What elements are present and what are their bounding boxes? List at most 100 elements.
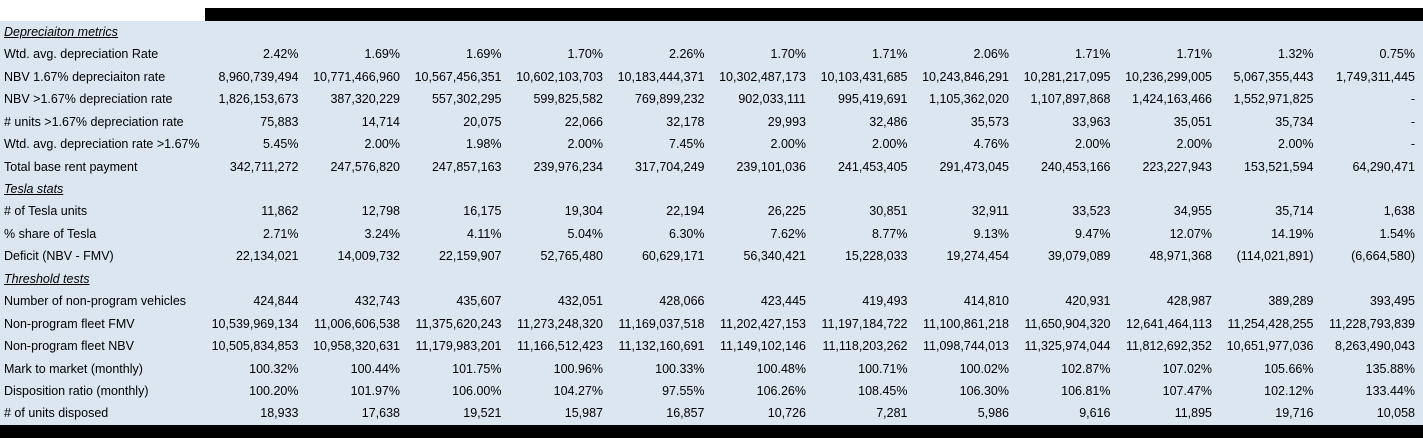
cell-value[interactable]: 4.76%	[973, 137, 1009, 152]
cell-value[interactable]: 20,075	[463, 114, 502, 129]
cell-value[interactable]: 39,079,089	[1047, 249, 1111, 264]
cell-value[interactable]: 239,976,234	[533, 159, 603, 174]
cell-value[interactable]: 56,340,421	[743, 249, 806, 264]
cell-value[interactable]: 11,812,692,352	[1126, 339, 1212, 354]
cell-value[interactable]: 11,179,983,201	[415, 339, 502, 354]
row-label[interactable]: Non-program fleet NBV	[4, 339, 134, 354]
cell-value[interactable]: 11,169,037,518	[618, 316, 705, 331]
cell-value[interactable]: 8,960,739,494	[218, 69, 299, 84]
cell-value[interactable]: 11,202,427,153	[720, 316, 806, 331]
cell-value[interactable]: 35,714	[1275, 204, 1314, 219]
cell-value[interactable]: 393,495	[1369, 294, 1415, 309]
cell-value[interactable]: 428,987	[1166, 294, 1212, 309]
cell-value[interactable]: 2.42%	[263, 47, 299, 62]
cell-value[interactable]: 5,986	[977, 406, 1009, 421]
cell-value[interactable]: 101.75%	[452, 361, 502, 376]
cell-value[interactable]: 2.00%	[1278, 137, 1314, 152]
cell-value[interactable]: 106.26%	[756, 383, 806, 398]
cell-value[interactable]: 22,134,021	[235, 249, 299, 264]
cell-value[interactable]: 10,302,487,173	[719, 69, 806, 84]
cell-value[interactable]: 32,911	[971, 204, 1009, 219]
cell-value[interactable]: 32,486	[869, 114, 908, 129]
cell-value[interactable]: 18,933	[260, 406, 299, 421]
cell-value[interactable]: 60,629,171	[641, 249, 705, 264]
cell-value[interactable]: 435,607	[456, 294, 502, 309]
row-label[interactable]: Disposition ratio (monthly)	[4, 383, 149, 398]
cell-value[interactable]: 428,066	[659, 294, 705, 309]
cell-value[interactable]: 7.45%	[669, 137, 705, 152]
cell-value[interactable]: 317,704,249	[634, 159, 705, 174]
cell-value[interactable]: 11,132,160,691	[618, 339, 705, 354]
cell-value[interactable]: 106.81%	[1061, 383, 1111, 398]
cell-value[interactable]: 241,453,405	[837, 159, 908, 174]
cell-value[interactable]: 10,539,969,134	[211, 316, 299, 331]
cell-value[interactable]: 1.98%	[466, 137, 502, 152]
cell-value[interactable]: 10,058	[1376, 406, 1415, 421]
cell-value[interactable]: 29,993	[767, 114, 806, 129]
cell-value[interactable]: 1,552,971,825	[1233, 92, 1314, 107]
cell-value[interactable]: 32,178	[666, 114, 705, 129]
cell-value[interactable]: 1.54%	[1379, 226, 1415, 241]
cell-value[interactable]: 14,714	[361, 114, 400, 129]
cell-value[interactable]: 1.70%	[567, 47, 603, 62]
cell-value[interactable]: 106.30%	[959, 383, 1009, 398]
cell-value[interactable]: 14.19%	[1271, 226, 1314, 241]
cell-value[interactable]: 14,009,732	[337, 249, 400, 264]
cell-value[interactable]: 1,107,897,868	[1030, 92, 1111, 107]
cell-value[interactable]: 19,304	[564, 204, 603, 219]
cell-value[interactable]: 19,274,454	[946, 249, 1009, 264]
cell-value[interactable]: 22,194	[666, 204, 705, 219]
cell-value[interactable]: 2.00%	[770, 137, 806, 152]
cell-value[interactable]: 19,521	[463, 406, 502, 421]
cell-value[interactable]: 35,051	[1173, 114, 1212, 129]
cell-value[interactable]: 2.00%	[364, 137, 400, 152]
cell-value[interactable]: 11,006,606,538	[314, 316, 400, 331]
cell-value[interactable]: 34,955	[1173, 204, 1212, 219]
cell-value[interactable]: 106.00%	[452, 383, 502, 398]
cell-value[interactable]: 11,375,620,243	[415, 316, 502, 331]
row-label[interactable]: # of Tesla units	[4, 204, 88, 219]
cell-value[interactable]: 0.75%	[1379, 47, 1415, 62]
cell-value[interactable]: 11,100,861,218	[923, 316, 1009, 331]
cell-value[interactable]: 1.70%	[770, 47, 806, 62]
cell-value[interactable]: 10,726	[767, 406, 806, 421]
cell-value[interactable]: 16,857	[666, 406, 705, 421]
cell-value[interactable]: 3.24%	[364, 226, 400, 241]
cell-value[interactable]: 11,273,248,320	[517, 316, 603, 331]
cell-value[interactable]: 10,651,977,036	[1226, 339, 1314, 354]
cell-value[interactable]: (6,664,580)	[1351, 249, 1415, 264]
cell-value[interactable]: 107.47%	[1162, 383, 1212, 398]
cell-value[interactable]: 17,638	[361, 406, 400, 421]
cell-value[interactable]: 2.00%	[1176, 137, 1212, 152]
cell-value[interactable]: 2.00%	[1075, 137, 1111, 152]
row-label[interactable]: Mark to market (monthly)	[4, 361, 143, 376]
cell-value[interactable]: 2.71%	[263, 226, 299, 241]
cell-value[interactable]: 11,254,428,255	[1227, 316, 1314, 331]
cell-value[interactable]: 16,175	[463, 204, 502, 219]
cell-value[interactable]: 9,616	[1079, 406, 1111, 421]
cell-value[interactable]: 22,159,907	[438, 249, 502, 264]
cell-value[interactable]: 11,228,793,839	[1329, 316, 1415, 331]
row-label[interactable]: NBV 1.67% depreciaiton rate	[4, 69, 166, 84]
cell-value[interactable]: 5.45%	[263, 137, 299, 152]
cell-value[interactable]: 342,711,272	[229, 159, 299, 174]
cell-value[interactable]: 11,149,102,146	[720, 339, 806, 354]
cell-value[interactable]: 104.27%	[553, 383, 603, 398]
cell-value[interactable]: 102.12%	[1264, 383, 1314, 398]
cell-value[interactable]: 133.44%	[1365, 383, 1415, 398]
cell-value[interactable]: 389,289	[1268, 294, 1314, 309]
cell-value[interactable]: 100.48%	[756, 361, 806, 376]
cell-value[interactable]: 153,521,594	[1243, 159, 1314, 174]
cell-value[interactable]: 8,263,490,043	[1335, 339, 1415, 354]
cell-value[interactable]: 10,505,834,853	[211, 339, 299, 354]
row-label[interactable]: % share of Tesla	[4, 226, 97, 241]
cell-value[interactable]: 6.30%	[669, 226, 705, 241]
cell-value[interactable]: 2.06%	[973, 47, 1009, 62]
cell-value[interactable]: 414,810	[963, 294, 1009, 309]
cell-value[interactable]: 995,419,691	[837, 92, 908, 107]
cell-value[interactable]: 10,771,466,960	[313, 69, 400, 84]
cell-value[interactable]: 1,424,163,466	[1132, 92, 1212, 107]
cell-value[interactable]: 223,227,943	[1142, 159, 1212, 174]
cell-value[interactable]: 1.69%	[466, 47, 502, 62]
cell-value[interactable]: 1,826,153,673	[218, 92, 299, 107]
